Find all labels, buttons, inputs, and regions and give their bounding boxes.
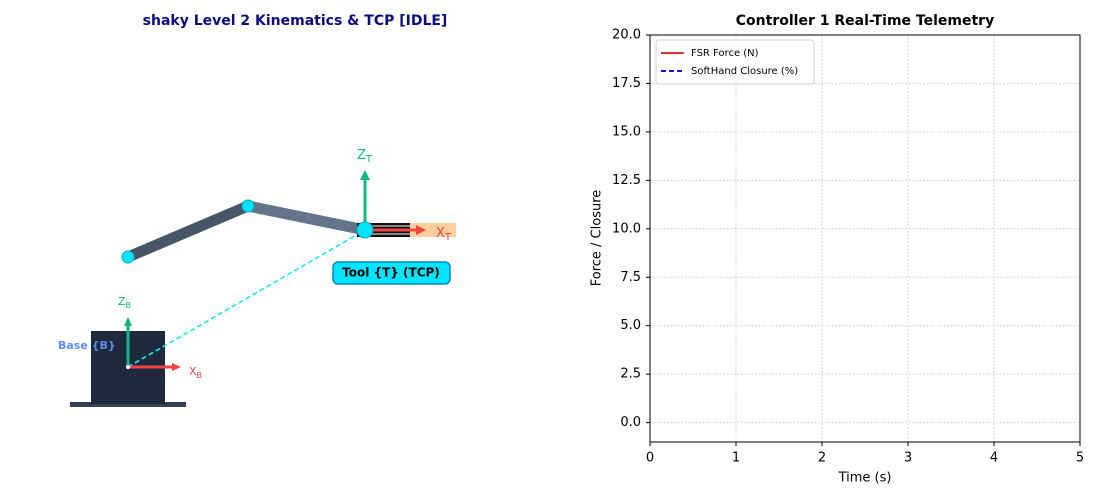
x-axis-label: Time (s) <box>838 471 892 486</box>
subscript: B <box>126 301 132 310</box>
x-tick-label: 0 <box>646 451 654 466</box>
y-tick-label: 7.5 <box>620 270 641 285</box>
joint <box>241 199 255 213</box>
arrow-head <box>172 363 181 371</box>
y-tick-label: 0.0 <box>620 415 641 430</box>
arrow-head <box>416 225 426 235</box>
y-tick-label: 20.0 <box>612 28 641 43</box>
y-tick-label: 15.0 <box>612 124 641 139</box>
link-1 <box>125 200 251 263</box>
subscript: B <box>197 371 203 380</box>
diagram-title: shaky Level 2 Kinematics & TCP [IDLE] <box>143 13 448 29</box>
tool-x-label: XT <box>436 226 452 244</box>
subscript: T <box>444 232 452 243</box>
tool-z-label: ZT <box>357 148 373 166</box>
y-tick-label: 5.0 <box>620 318 641 333</box>
subscript: T <box>365 154 373 165</box>
y-axis-label: Force / Closure <box>590 190 605 287</box>
tcp <box>356 221 374 239</box>
x-tick-label: 4 <box>990 451 998 466</box>
arrow-head <box>124 317 132 326</box>
x-tick-label: 5 <box>1076 451 1084 466</box>
base-z-label: ZB <box>118 295 131 310</box>
tool-label: Tool {T} (TCP) <box>342 266 440 280</box>
x-tick-label: 2 <box>818 451 826 466</box>
symbol: X <box>436 226 445 241</box>
y-tick-label: 2.5 <box>620 367 641 382</box>
chart-title: Controller 1 Real-Time Telemetry <box>736 13 994 29</box>
symbol: Z <box>357 148 366 163</box>
joint <box>121 250 135 264</box>
base-plate <box>70 402 186 407</box>
y-tick-label: 10.0 <box>612 221 641 236</box>
base-origin <box>126 365 130 369</box>
x-tick-label: 1 <box>732 451 740 466</box>
symbol: X <box>189 365 197 378</box>
legend-box <box>655 39 815 85</box>
y-tick-label: 12.5 <box>612 173 641 188</box>
kinematics-diagram: shaky Level 2 Kinematics & TCP [IDLE] ZT… <box>58 13 456 407</box>
x-tick-label: 3 <box>904 451 912 466</box>
symbol: Z <box>118 295 126 308</box>
plot-frame <box>649 34 1081 443</box>
legend-label: SoftHand Closure (%) <box>691 66 798 77</box>
tool-label-box <box>332 261 451 285</box>
arrow-head <box>360 170 370 180</box>
base-to-tcp <box>127 229 366 368</box>
y-tick-label: 17.5 <box>612 76 641 91</box>
base-x-label: XB <box>189 365 202 380</box>
link-2 <box>246 200 367 236</box>
legend-label: FSR Force (N) <box>691 48 759 59</box>
base-label: Base {B} <box>58 339 116 352</box>
